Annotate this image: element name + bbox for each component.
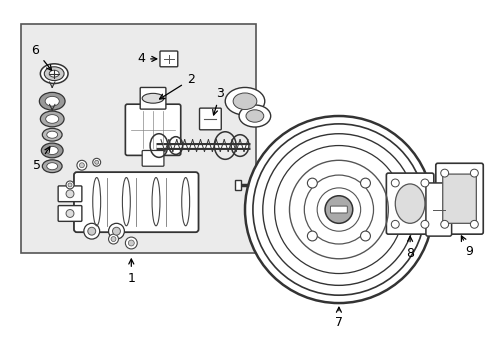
Ellipse shape	[394, 184, 424, 223]
Circle shape	[68, 183, 72, 187]
Circle shape	[79, 163, 84, 168]
Circle shape	[440, 169, 447, 177]
Circle shape	[307, 231, 317, 241]
Ellipse shape	[47, 131, 58, 138]
Bar	[20, 24, 255, 253]
Circle shape	[88, 227, 96, 235]
Ellipse shape	[233, 93, 256, 109]
Circle shape	[244, 116, 432, 303]
Ellipse shape	[47, 163, 58, 170]
Ellipse shape	[42, 160, 62, 172]
FancyBboxPatch shape	[142, 150, 163, 166]
Circle shape	[66, 210, 74, 217]
Text: 3: 3	[212, 87, 224, 115]
Ellipse shape	[42, 128, 62, 141]
FancyBboxPatch shape	[58, 206, 81, 221]
Circle shape	[83, 223, 100, 239]
Text: 5: 5	[33, 147, 50, 172]
Circle shape	[66, 181, 74, 189]
Circle shape	[77, 160, 87, 170]
Text: 2: 2	[159, 73, 194, 99]
FancyBboxPatch shape	[140, 87, 165, 109]
Circle shape	[469, 220, 477, 228]
Circle shape	[325, 196, 352, 223]
Ellipse shape	[245, 110, 263, 122]
Circle shape	[360, 231, 370, 241]
Ellipse shape	[39, 93, 65, 110]
Circle shape	[108, 223, 124, 239]
FancyBboxPatch shape	[442, 174, 475, 223]
Circle shape	[360, 178, 370, 188]
FancyBboxPatch shape	[435, 163, 482, 234]
Circle shape	[93, 158, 101, 166]
Circle shape	[66, 190, 74, 198]
FancyBboxPatch shape	[74, 172, 198, 232]
Ellipse shape	[45, 96, 59, 106]
FancyBboxPatch shape	[425, 183, 451, 236]
Ellipse shape	[142, 93, 163, 103]
FancyBboxPatch shape	[160, 51, 178, 67]
Circle shape	[112, 227, 120, 235]
Ellipse shape	[225, 87, 264, 115]
Circle shape	[95, 160, 99, 164]
Ellipse shape	[239, 105, 270, 127]
Circle shape	[440, 220, 447, 228]
FancyBboxPatch shape	[58, 186, 81, 202]
Ellipse shape	[46, 147, 58, 154]
Circle shape	[420, 179, 428, 187]
Circle shape	[128, 240, 134, 246]
FancyBboxPatch shape	[125, 104, 181, 156]
FancyBboxPatch shape	[386, 173, 433, 234]
Ellipse shape	[41, 111, 64, 127]
Text: 8: 8	[405, 237, 413, 260]
Ellipse shape	[45, 114, 59, 123]
Bar	[235, 180, 241, 190]
Ellipse shape	[49, 70, 59, 77]
Text: 9: 9	[461, 236, 472, 258]
Ellipse shape	[44, 67, 64, 81]
Circle shape	[469, 169, 477, 177]
Circle shape	[420, 220, 428, 228]
Text: 1: 1	[127, 259, 135, 285]
Circle shape	[111, 237, 116, 242]
Circle shape	[390, 220, 398, 228]
Circle shape	[125, 237, 137, 249]
Text: 6: 6	[31, 44, 51, 71]
Text: 4: 4	[137, 53, 157, 66]
Circle shape	[307, 178, 317, 188]
Ellipse shape	[41, 64, 68, 84]
Ellipse shape	[41, 143, 63, 158]
FancyBboxPatch shape	[199, 108, 221, 130]
Circle shape	[108, 234, 118, 244]
Circle shape	[390, 179, 398, 187]
FancyBboxPatch shape	[330, 206, 346, 213]
Text: 7: 7	[334, 307, 342, 329]
